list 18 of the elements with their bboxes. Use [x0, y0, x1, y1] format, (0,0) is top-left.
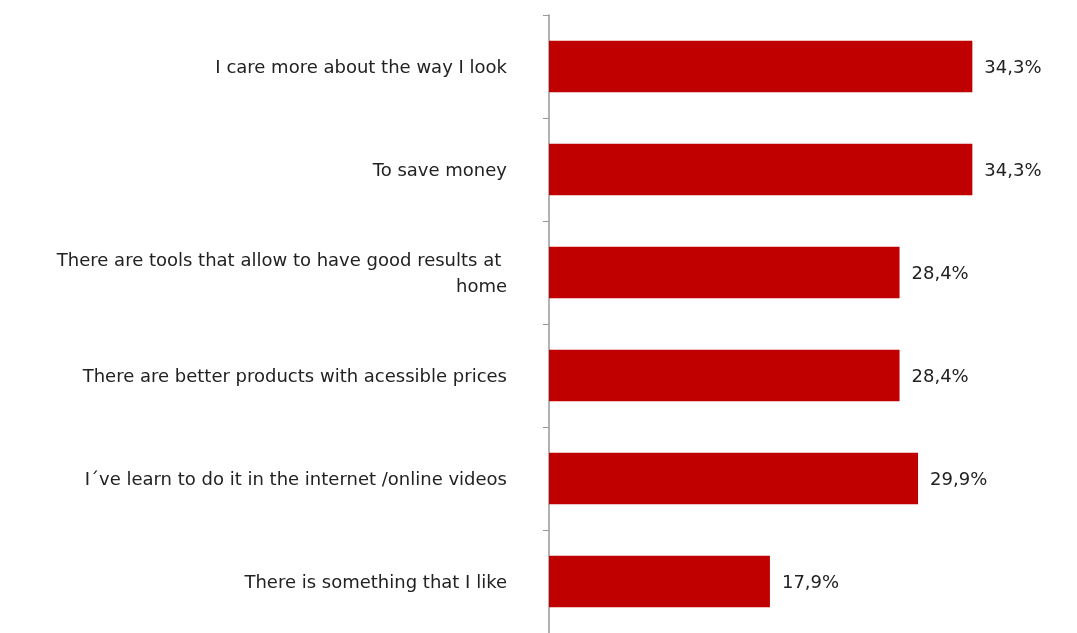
y-tick-label: There are tools that allow to have good results at home [55, 249, 507, 296]
y-tick-label: I care more about the way I look [215, 56, 508, 77]
data-label: 29,9% [930, 468, 988, 489]
data-label: 34,3% [984, 56, 1042, 77]
y-tick-label: To save money [371, 159, 508, 180]
bar [549, 555, 770, 608]
bar [549, 452, 919, 505]
bar [549, 143, 973, 196]
data-label: 28,4% [911, 365, 969, 386]
bar [549, 349, 900, 402]
bar [549, 40, 973, 93]
y-tick-label: There is something that I like [243, 571, 507, 592]
y-tick-label: There are better products with acessible prices [81, 365, 507, 386]
data-label: 28,4% [911, 262, 969, 283]
data-label: 17,9% [781, 571, 840, 592]
y-tick-label: I´ve learn to do it in the internet /online videos [84, 468, 507, 489]
data-label: 34,3% [984, 159, 1042, 180]
bar [549, 246, 900, 299]
